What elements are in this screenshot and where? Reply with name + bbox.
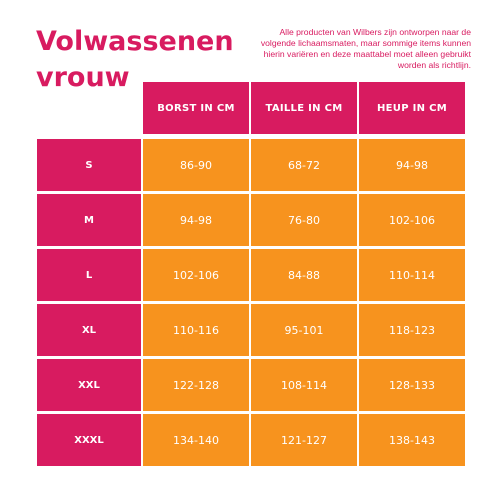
title-line-2: vrouw (36, 62, 130, 93)
measurement-cell: 134-140 (143, 414, 249, 466)
column-header: TAILLE IN CM (251, 82, 357, 134)
measurement-cell: 108-114 (251, 359, 357, 411)
title-line-1: Volwassenen (36, 26, 234, 57)
measurement-cell: 95-101 (251, 304, 357, 356)
measurement-cell: 84-88 (251, 249, 357, 301)
measurement-cell: 94-98 (143, 194, 249, 246)
measurement-cell: 110-114 (359, 249, 465, 301)
measurement-cell: 138-143 (359, 414, 465, 466)
size-label: XXXL (37, 414, 141, 466)
measurement-cell: 110-116 (143, 304, 249, 356)
size-label: M (37, 194, 141, 246)
measurement-cell: 76-80 (251, 194, 357, 246)
size-label: XL (37, 304, 141, 356)
measurement-cell: 102-106 (143, 249, 249, 301)
size-guide-note: Alle producten van Wilbers zijn ontworpe… (260, 27, 471, 70)
measurement-cell: 128-133 (359, 359, 465, 411)
measurement-cell: 122-128 (143, 359, 249, 411)
measurement-cell: 86-90 (143, 139, 249, 191)
column-header: HEUP IN CM (359, 82, 465, 134)
column-header: BORST IN CM (143, 82, 249, 134)
measurement-cell: 118-123 (359, 304, 465, 356)
size-label: L (37, 249, 141, 301)
page-title: Volwassenen vrouw (36, 24, 234, 96)
measurement-cell: 121-127 (251, 414, 357, 466)
measurement-cell: 68-72 (251, 139, 357, 191)
size-label: S (37, 139, 141, 191)
measurement-cell: 94-98 (359, 139, 465, 191)
measurement-cell: 102-106 (359, 194, 465, 246)
size-label: XXL (37, 359, 141, 411)
